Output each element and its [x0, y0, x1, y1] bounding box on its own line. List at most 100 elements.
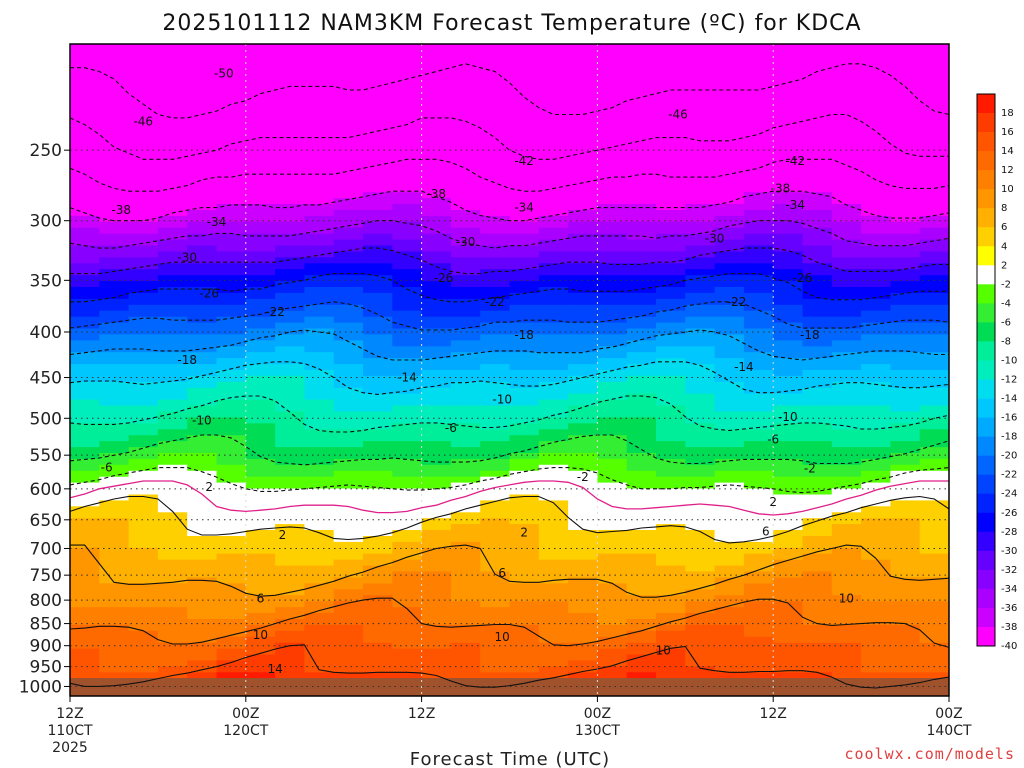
temperature-cell — [919, 310, 949, 318]
colorbar-swatch — [977, 455, 995, 476]
temperature-cell — [216, 198, 247, 205]
temperature-cell — [743, 156, 774, 164]
temperature-cell — [656, 334, 686, 341]
temperature-cell — [656, 257, 686, 264]
temperature-cell — [568, 370, 598, 377]
temperature-cell — [802, 381, 833, 389]
temperature-cell — [861, 162, 891, 169]
temperature-cell — [70, 476, 100, 484]
temperature-cell — [597, 381, 628, 389]
temperature-cell — [509, 115, 540, 122]
temperature-cell — [919, 488, 949, 495]
temperature-cell — [597, 358, 628, 365]
temperature-cell — [450, 358, 481, 365]
temperature-cell — [363, 210, 393, 217]
temperature-cell — [861, 666, 891, 673]
temperature-cell — [70, 352, 100, 359]
temperature-cell — [216, 512, 247, 519]
temperature-cell — [714, 115, 745, 122]
temperature-cell — [743, 269, 774, 276]
temperature-cell — [275, 494, 305, 501]
temperature-cell — [187, 565, 218, 573]
temperature-cell — [275, 648, 305, 656]
temperature-cell — [245, 547, 276, 555]
temperature-cell — [597, 553, 628, 561]
temperature-cell — [421, 310, 452, 318]
temperature-cell — [70, 512, 100, 519]
temperature-cell — [773, 364, 804, 371]
temperature-cell — [392, 180, 423, 187]
temperature-cell — [304, 630, 335, 638]
temperature-cell — [187, 672, 218, 679]
temperature-cell — [802, 334, 833, 341]
temperature-cell — [275, 559, 305, 567]
temperature-cell — [509, 328, 540, 335]
temperature-cell — [773, 215, 804, 223]
temperature-cell — [421, 630, 452, 638]
temperature-cell — [275, 346, 305, 353]
temperature-cell — [304, 559, 335, 567]
temperature-cell — [99, 221, 130, 229]
temperature-cell — [568, 530, 598, 537]
temperature-cell — [157, 375, 188, 383]
temperature-cell — [802, 162, 833, 169]
temperature-cell — [275, 476, 305, 484]
temperature-cell — [128, 536, 159, 543]
temperature-cell — [656, 79, 686, 87]
temperature-cell — [890, 636, 921, 644]
temperature-cell — [685, 494, 716, 501]
temperature-cell — [538, 162, 569, 169]
temperature-cell — [480, 251, 511, 258]
temperature-cell — [99, 91, 130, 98]
contour-line — [70, 247, 949, 275]
temperature-cell — [773, 67, 804, 75]
contour-label: 6 — [498, 566, 506, 580]
temperature-cell — [304, 168, 335, 175]
temperature-cell — [538, 292, 569, 300]
temperature-cell — [538, 168, 569, 175]
temperature-cell — [275, 127, 305, 134]
temperature-cell — [275, 358, 305, 365]
temperature-cell — [450, 304, 481, 312]
temperature-cell — [714, 44, 745, 51]
temperature-cell — [538, 387, 569, 395]
temperature-cell — [802, 310, 833, 318]
temperature-cell — [363, 589, 393, 596]
temperature-cell — [450, 180, 481, 187]
temperature-cell — [743, 370, 774, 377]
temperature-cell — [216, 150, 247, 158]
temperature-cell — [333, 346, 364, 353]
temperature-cell — [480, 441, 511, 448]
temperature-cell — [333, 565, 364, 573]
temperature-cell — [626, 518, 657, 525]
temperature-cell — [890, 298, 921, 306]
temperature-cell — [363, 287, 393, 294]
temperature-cell — [70, 618, 100, 626]
temperature-cell — [157, 601, 188, 608]
temperature-cell — [861, 233, 891, 241]
temperature-cell — [773, 524, 804, 531]
temperature-cell — [597, 275, 628, 282]
temperature-cell — [157, 364, 188, 371]
temperature-cell — [157, 441, 188, 448]
temperature-cell — [538, 583, 569, 590]
temperature-cell — [568, 441, 598, 448]
temperature-cell — [919, 541, 949, 549]
temperature-cell — [656, 660, 686, 667]
temperature-cell — [275, 518, 305, 525]
colorbar-frame — [976, 93, 996, 647]
temperature-cell — [890, 370, 921, 377]
temperature-cell — [919, 524, 949, 531]
temperature-cell — [538, 55, 569, 63]
temperature-cell — [216, 251, 247, 258]
temperature-cell — [480, 613, 511, 620]
temperature-cell — [861, 304, 891, 312]
temperature-cell — [714, 559, 745, 567]
temperature-cell — [128, 447, 159, 454]
temperature-cell — [626, 97, 657, 104]
temperature-cell — [70, 73, 100, 81]
temperature-cell — [509, 239, 540, 247]
temperature-cell — [802, 500, 833, 507]
temperature-cell — [656, 613, 686, 620]
temperature-cell — [626, 458, 657, 466]
